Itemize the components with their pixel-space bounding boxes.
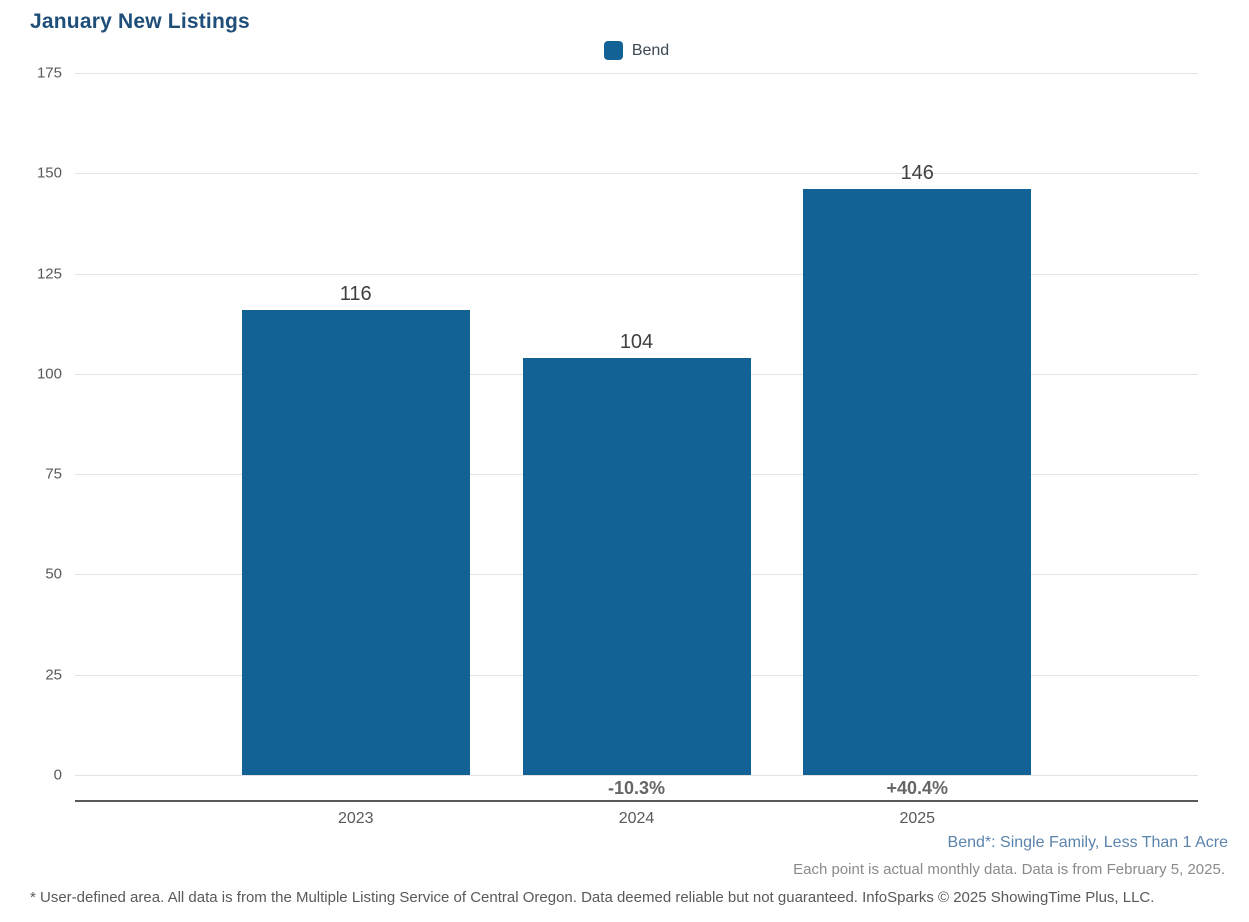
x-axis-label-2024: 2024 (618, 810, 655, 827)
legend-label-bend[interactable]: Bend (631, 41, 670, 59)
y-tick-label-100: 100 (36, 365, 62, 383)
bar-value-label-2025: 146 (900, 162, 934, 185)
y-tick-label-0: 0 (53, 766, 62, 784)
x-axis-label-2023: 2023 (337, 810, 374, 827)
legend: Bend (75, 41, 1198, 60)
x-axis-line (75, 800, 1198, 802)
pct-change-label-2024: -10.3% (607, 778, 666, 798)
legend-swatch-bend[interactable] (603, 41, 623, 60)
y-tick-label-25: 25 (45, 666, 62, 684)
series-footnote: Bend*: Single Family, Less Than 1 Acre (947, 834, 1228, 851)
disclaimer-text: * User-defined area. All data is from th… (30, 889, 1155, 906)
bar-value-label-2023: 116 (339, 282, 372, 305)
pct-change-label-2025: +40.4% (886, 778, 949, 798)
bar-value-label-2024: 104 (619, 330, 654, 353)
plot-area: 0 25 50 75 100 125 150 175 116 104 146 (37, 65, 1198, 784)
y-tick-label-125: 125 (36, 265, 62, 283)
y-tick-label-175: 175 (36, 64, 62, 82)
gridline-125 (75, 273, 1198, 275)
bar-2023[interactable] (241, 309, 470, 775)
x-axis-label-2025: 2025 (899, 810, 936, 827)
y-tick-label-50: 50 (45, 565, 62, 583)
y-tick-label-75: 75 (45, 465, 62, 483)
data-source-note: Each point is actual monthly data. Data … (793, 861, 1225, 878)
gridline-0 (75, 775, 1198, 776)
bar-2024[interactable] (522, 357, 751, 775)
chart-title: January New Listings (30, 10, 250, 33)
gridline-150 (75, 173, 1198, 175)
bar-2025[interactable] (803, 189, 1032, 775)
y-tick-label-150: 150 (36, 164, 62, 182)
gridline-175 (75, 73, 1198, 74)
